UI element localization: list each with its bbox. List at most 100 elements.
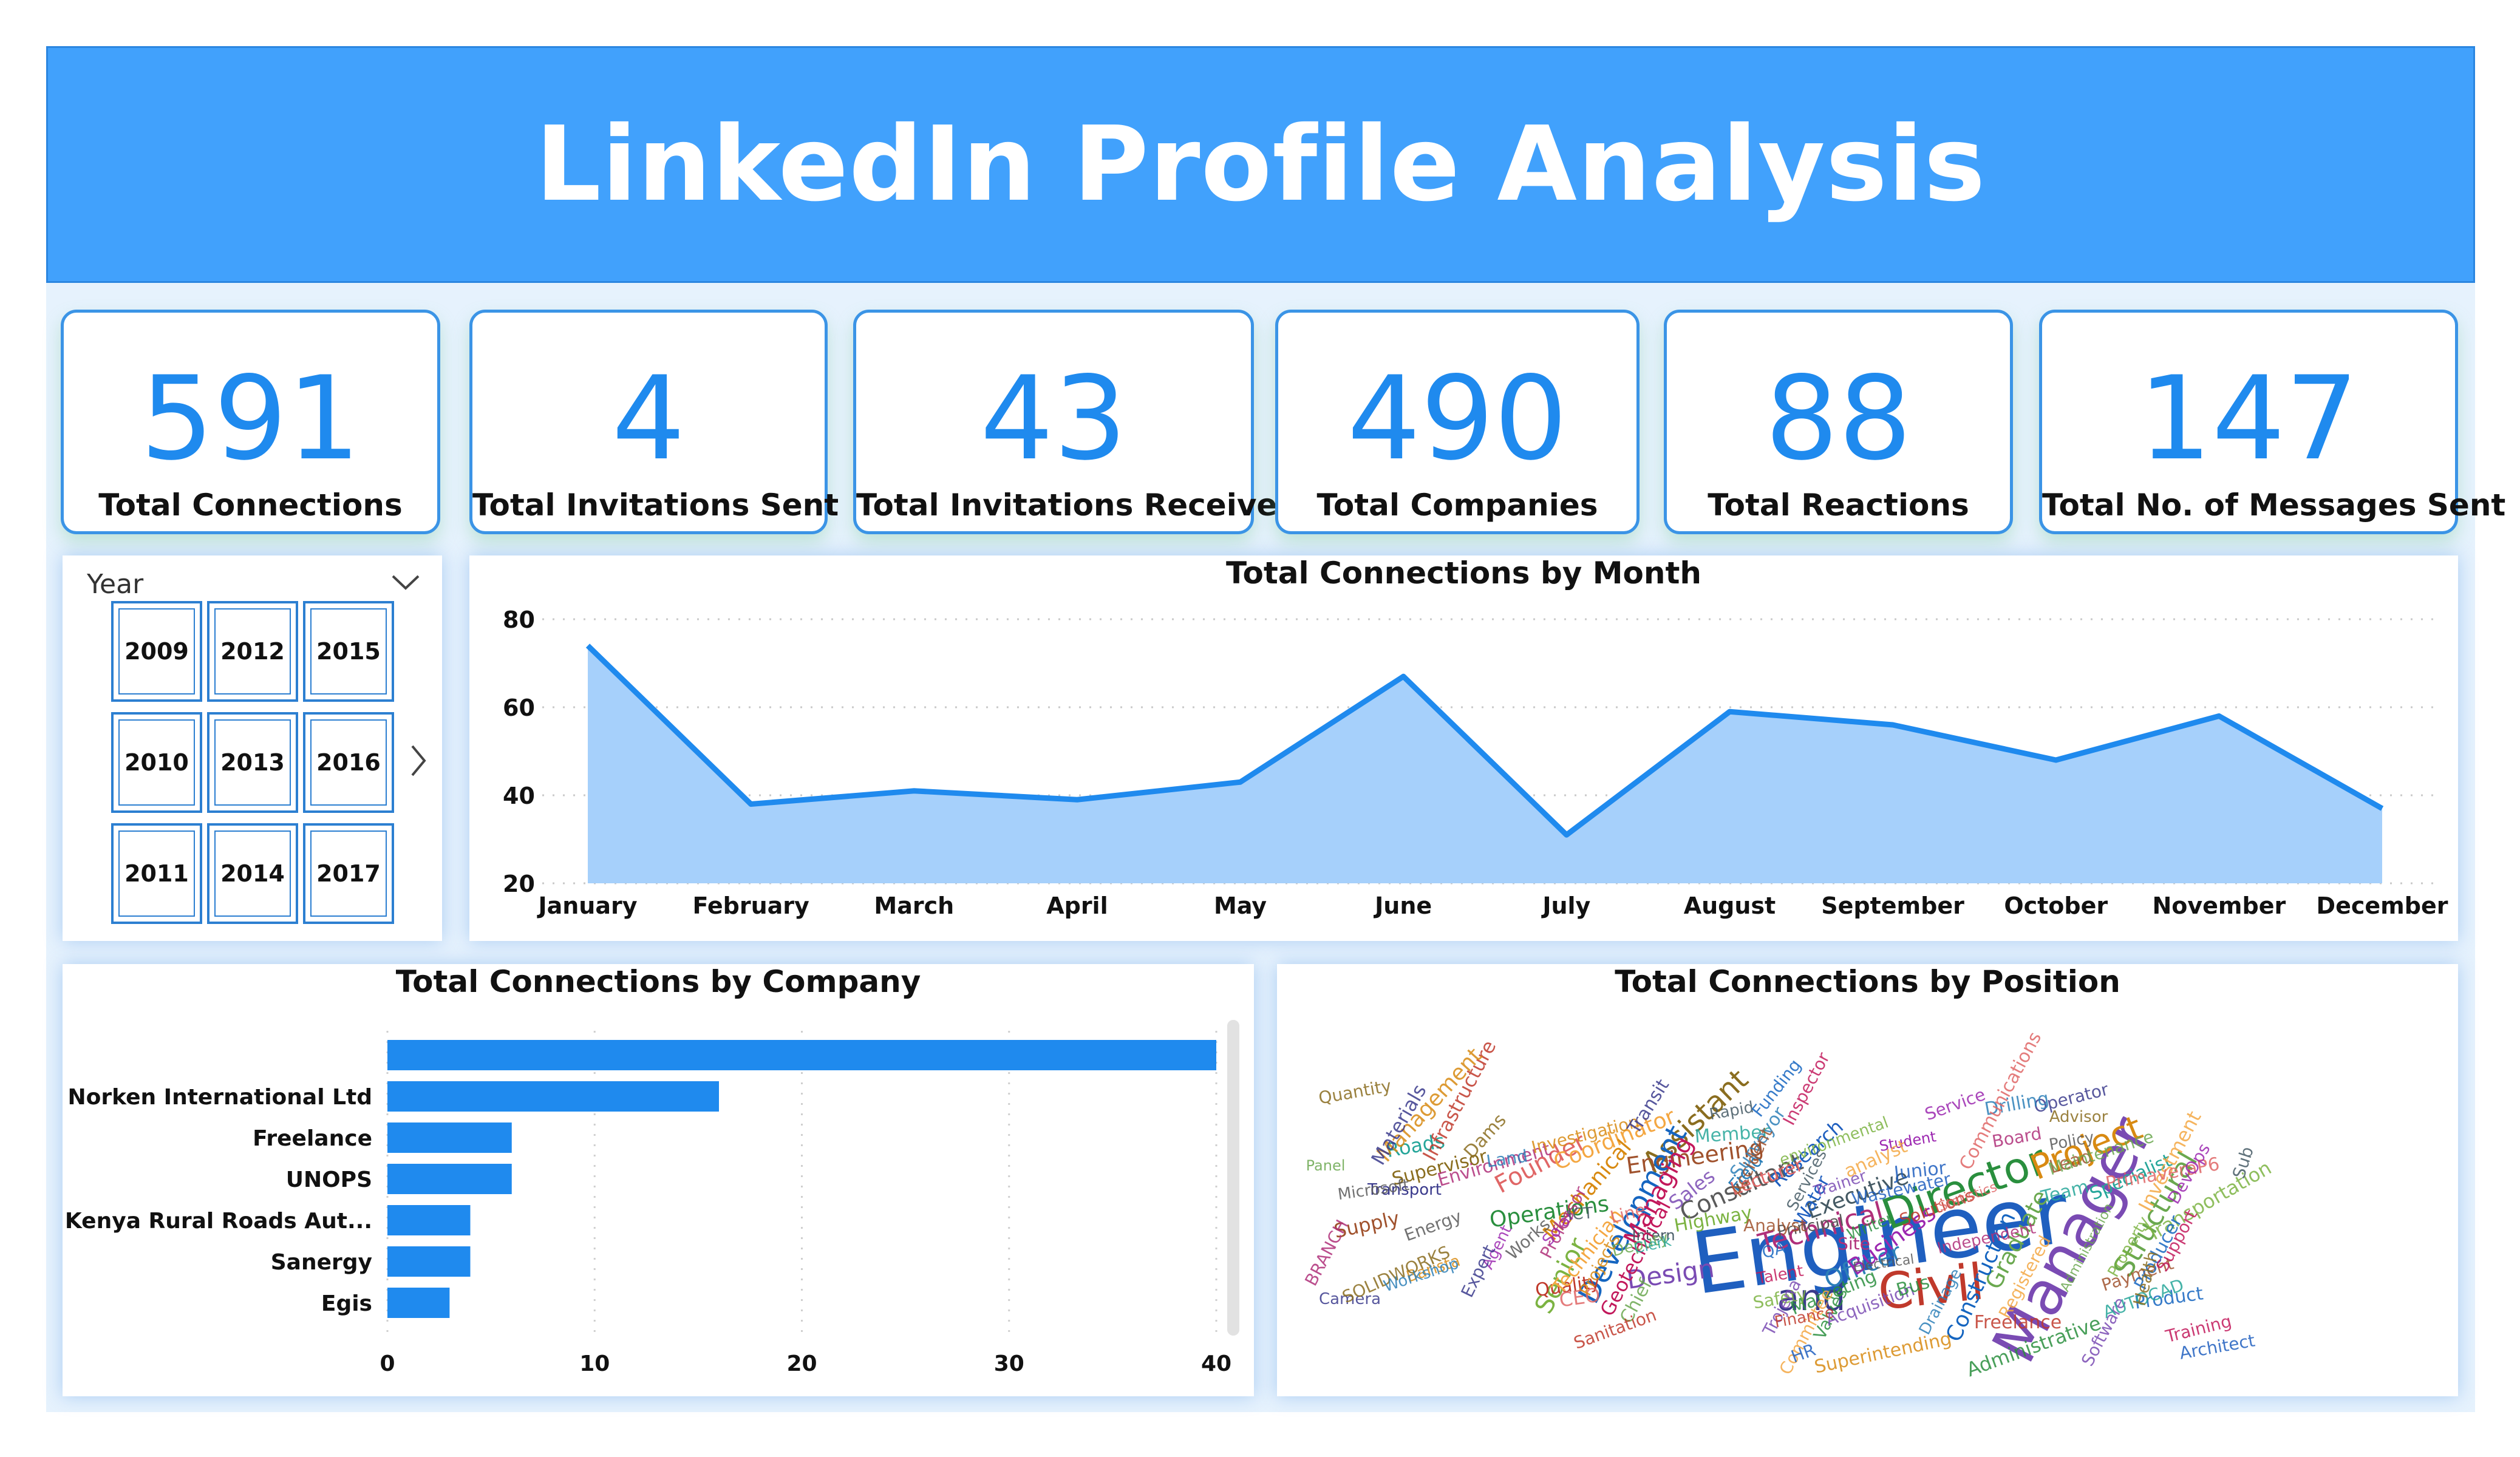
data-point[interactable]: [747, 801, 755, 808]
kpi-card-total-reactions[interactable]: 88 Total Reactions: [1664, 310, 2013, 534]
y-tick-label: 60: [503, 695, 535, 721]
wordcloud-word[interactable]: Freelance: [1974, 1312, 2062, 1333]
y-tick-label: Kenya Rural Roads Aut...: [65, 1209, 372, 1234]
chart-title: Total Connections by Company: [395, 964, 921, 999]
kpi-card-total-connections[interactable]: 591 Total Connections: [61, 310, 440, 534]
scrollbar[interactable]: [1227, 1020, 1239, 1336]
wordcloud-word[interactable]: Analyst: [1743, 1215, 1807, 1235]
x-tick-label: May: [1214, 892, 1267, 919]
x-tick-label: 10: [579, 1351, 610, 1376]
kpi-value: 43: [980, 352, 1127, 486]
connections-by-month-chart: Total Connections by Month 20 40 60 80 Janua…: [469, 555, 2458, 941]
bar[interactable]: [387, 1081, 719, 1112]
bar[interactable]: [387, 1122, 512, 1153]
data-point[interactable]: [1237, 778, 1244, 786]
company-chart-svg: 0 10 20 30 40 Norken International Ltd Freelan…: [65, 1031, 1231, 1376]
data-point[interactable]: [1889, 721, 1896, 728]
year-tile[interactable]: 2013: [207, 712, 298, 813]
year-tile[interactable]: 2014: [207, 823, 298, 924]
kpi-card-total-invitations-sent[interactable]: 4 Total Invitations Sent: [469, 310, 839, 534]
chart-title: Total Connections by Month: [1226, 555, 1701, 591]
year-tile[interactable]: 2010: [111, 712, 202, 813]
x-tick-label: 0: [380, 1351, 395, 1376]
x-tick-label: December: [2317, 892, 2448, 919]
year-slicer: Year 2009 2012 2015 2010 2013 2016 2011 …: [63, 555, 442, 941]
bar[interactable]: [387, 1288, 450, 1318]
wordcloud-word[interactable]: Quantity: [1317, 1076, 1393, 1109]
year-tile[interactable]: 2015: [303, 601, 394, 702]
data-point[interactable]: [584, 642, 591, 650]
month-chart-svg: 20 40 60 80 January February March April May June…: [503, 606, 2448, 919]
kpi-value: 147: [2138, 352, 2359, 486]
kpi-label: Total Reactions: [1708, 487, 1969, 523]
data-point[interactable]: [2379, 805, 2386, 812]
year-tile[interactable]: 2016: [303, 712, 394, 813]
wordcloud-word[interactable]: Panel: [1306, 1157, 1346, 1174]
connections-by-company-chart: Total Connections by Company 0 10 20 30 40 No…: [63, 964, 1254, 1396]
y-tick-label: UNOPS: [286, 1167, 372, 1192]
wordcloud-word[interactable]: CEO: [1558, 1283, 1601, 1312]
bar[interactable]: [387, 1040, 1216, 1070]
data-point[interactable]: [1726, 708, 1733, 715]
x-tick-label: October: [2004, 892, 2108, 919]
x-tick-label: June: [1373, 892, 1432, 919]
x-tick-label: November: [2152, 892, 2286, 919]
wordcloud-word[interactable]: Intern: [1632, 1227, 1675, 1244]
bar[interactable]: [387, 1205, 471, 1235]
x-tick-label: July: [1541, 892, 1590, 919]
x-tick-label: 40: [1201, 1351, 1231, 1376]
bar[interactable]: [387, 1246, 471, 1277]
wordcloud-word[interactable]: Civil: [1876, 1253, 1987, 1322]
year-tile[interactable]: 2009: [111, 601, 202, 702]
kpi-label: Total Invitations Sent: [472, 487, 839, 523]
wordcloud-word[interactable]: Member: [1694, 1121, 1771, 1148]
data-point[interactable]: [1400, 673, 1407, 680]
kpi-card-total-companies[interactable]: 490 Total Companies: [1275, 310, 1640, 534]
y-tick-label: Egis: [321, 1291, 372, 1316]
wordcloud-word[interactable]: Site: [1837, 1234, 1870, 1254]
y-tick-label: Sanergy: [271, 1250, 372, 1275]
kpi-value: 4: [611, 352, 686, 486]
wordcloud-word[interactable]: Service: [1922, 1084, 1988, 1124]
bar[interactable]: [387, 1164, 512, 1194]
kpi-card-total-messages-sent[interactable]: 147 Total No. of Messages Sent: [2039, 310, 2505, 534]
wordcloud-word[interactable]: Transport: [1367, 1181, 1442, 1199]
data-point[interactable]: [1563, 831, 1570, 838]
y-tick-label: Norken International Ltd: [68, 1085, 373, 1110]
year-tile[interactable]: 2017: [303, 823, 394, 924]
data-point[interactable]: [1074, 796, 1081, 803]
wordcloud-word[interactable]: Camera: [1319, 1290, 1381, 1308]
connections-by-position-wordcloud: Total Connections by Position Engineer Ma…: [1277, 964, 2458, 1396]
y-tick-label: Freelance: [253, 1126, 372, 1151]
data-point[interactable]: [910, 787, 918, 795]
page-title: LinkedIn Profile Analysis: [535, 104, 1986, 225]
scrollbar-thumb[interactable]: [1227, 1020, 1239, 1336]
chevron-down-icon[interactable]: [390, 574, 421, 592]
x-tick-label: 20: [786, 1351, 817, 1376]
wordcloud-word[interactable]: and: [1777, 1277, 1846, 1319]
y-tick-label: 40: [503, 783, 535, 809]
x-tick-label: January: [536, 892, 637, 919]
wordcloud-word[interactable]: Energy: [1401, 1206, 1464, 1246]
data-point[interactable]: [2215, 713, 2222, 720]
kpi-card-total-invitations-received[interactable]: 43 Total Invitations Received: [853, 310, 1299, 534]
x-tick-label: March: [874, 892, 954, 919]
x-tick-label: September: [1821, 892, 1964, 919]
kpi-label: Total Companies: [1316, 487, 1598, 523]
year-tile[interactable]: 2011: [111, 823, 202, 924]
year-tile[interactable]: 2012: [207, 601, 298, 702]
wordcloud-word[interactable]: ICT: [1567, 1204, 1594, 1224]
y-tick-label: 80: [503, 606, 535, 633]
series-line: [585, 644, 2384, 838]
dashboard-header: LinkedIn Profile Analysis: [46, 46, 2475, 283]
x-tick-label: August: [1684, 892, 1776, 919]
wordcloud-svg: EngineerManagerDirectorCivilProjectandAs…: [1301, 1028, 2275, 1381]
wordcloud-word[interactable]: BRANCH: [1301, 1217, 1352, 1289]
wordcloud-word[interactable]: Microsoft: [1337, 1176, 1410, 1204]
data-point[interactable]: [2052, 756, 2060, 764]
kpi-label: Total Invitations Received: [856, 487, 1299, 523]
chart-title: Total Connections by Position: [1615, 964, 2120, 999]
chevron-right-icon[interactable]: [410, 744, 428, 778]
wordcloud-word[interactable]: Advisor: [2049, 1108, 2108, 1126]
kpi-value: 88: [1765, 352, 1912, 486]
